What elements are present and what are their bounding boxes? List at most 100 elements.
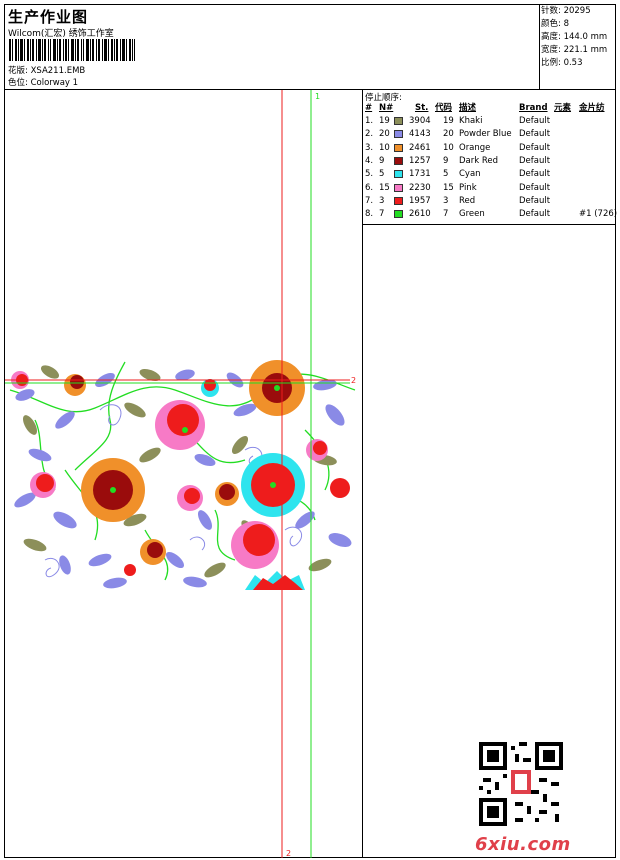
watermark: 6xiu.com [475, 834, 571, 855]
color-table-row: 8. 7 2610 7 Green Default #1 (726) [363, 208, 618, 221]
cell-desc: Orange [459, 142, 491, 153]
cell-n: 5 [379, 169, 385, 180]
cell-brand: Default [519, 169, 551, 180]
col-element: 元素 [554, 103, 572, 113]
cell-n: 9 [379, 155, 385, 166]
spec-colors: 颜色: 8 [541, 19, 569, 29]
cell-n: 19 [379, 116, 390, 126]
cell-brand: Default [519, 195, 551, 206]
sheet-title: 生产作业图 [8, 8, 89, 26]
cell-desc: Khaki [459, 116, 483, 126]
flower-cyan [241, 453, 305, 517]
buds [11, 371, 350, 576]
cell-st: 1731 [409, 169, 431, 180]
cell-brand: Default [519, 209, 551, 220]
cell-num: 7. [365, 195, 374, 206]
cell-num: 4. [365, 155, 374, 166]
header-info: 生产作业图 Wilcom(汇宏) 绣饰工作室 [5, 5, 540, 89]
cell-desc: Dark Red [459, 155, 499, 166]
color-swatch [394, 170, 403, 179]
cell-num: 1. [365, 116, 374, 126]
cell-code: 5 [443, 169, 449, 180]
cell-code: 19 [443, 116, 454, 126]
cell-brand: Default [519, 129, 551, 140]
color-table-row: 2. 20 4143 20 Powder Blue Default [363, 128, 615, 141]
right-panel: 停止顺序: # N# St. 代码 描述 Brand 元素 金片纺 1. 19 3 9… [363, 90, 618, 858]
color-table-row: 6. 15 2230 15 Pink Default [363, 182, 615, 195]
cell-code: 20 [443, 129, 454, 140]
col-code: 代码 [435, 103, 453, 113]
colorway-label: 色位: [8, 78, 28, 88]
pattern-label: 花版: [8, 66, 28, 76]
cell-n: 20 [379, 129, 390, 140]
cell-desc: Cyan [459, 169, 481, 180]
color-table-row: 7. 3 1957 3 Red Default [363, 195, 615, 208]
cell-desc: Pink [459, 182, 477, 193]
cell-num: 5. [365, 169, 374, 180]
cell-st: 2610 [409, 209, 431, 220]
pattern-value: XSA211.EMB [30, 66, 86, 76]
cell-n: 15 [379, 182, 390, 193]
marker-bottom-red: 2 [286, 849, 291, 858]
cell-num: 8. [365, 209, 374, 220]
cell-brand: Default [519, 155, 551, 166]
col-desc: 描述 [459, 103, 477, 113]
color-table-header: # N# St. 代码 描述 Brand 元素 金片纺 [363, 102, 615, 115]
col-brand: Brand [519, 103, 548, 113]
pattern-line: 花版: XSA211.EMB [8, 64, 85, 76]
flower-orange-left [81, 458, 145, 522]
studio-name: Wilcom(汇宏) 绣饰工作室 [8, 29, 114, 39]
barcode [9, 39, 135, 61]
design-canvas: 1 2 2 [5, 90, 363, 858]
colorway-value: Colorway 1 [30, 78, 79, 88]
flower-pink-center [155, 400, 205, 450]
marker-top-green: 1 [315, 92, 320, 101]
cell-st: 2461 [409, 142, 431, 153]
cell-n: 7 [379, 209, 385, 220]
colorway-line: 色位: Colorway 1 [8, 76, 78, 88]
color-table-row: 3. 10 2461 10 Orange Default [363, 142, 615, 155]
flower-orange-top [249, 360, 305, 416]
cell-extra: #1 (726) [579, 209, 618, 220]
cell-desc: Powder Blue [459, 129, 512, 140]
spec-panel: 针数: 20295 颜色: 8 高度: 144.0 mm 宽度: 221.1 m… [541, 5, 615, 89]
col-sequin: 金片纺 [579, 103, 605, 113]
cell-st: 1257 [409, 155, 431, 166]
color-table-row: 4. 9 1257 9 Dark Red Default [363, 155, 615, 168]
cell-num: 6. [365, 182, 374, 193]
qr-code [479, 742, 563, 826]
color-swatch [394, 143, 403, 152]
col-n: N# [379, 103, 394, 113]
color-swatch [394, 117, 403, 125]
flower-pink-bottom [231, 521, 279, 569]
cell-brand: Default [519, 182, 551, 193]
cell-code: 3 [443, 195, 449, 206]
cell-desc: Green [459, 209, 485, 220]
color-swatch [394, 210, 403, 219]
cell-brand: Default [519, 116, 551, 126]
color-swatch [394, 130, 403, 139]
cell-n: 10 [379, 142, 390, 153]
cell-code: 15 [443, 182, 454, 193]
cell-code: 10 [443, 142, 454, 153]
cell-st: 4143 [409, 129, 431, 140]
embroidery-design: 1 2 2 [5, 90, 356, 858]
color-sequence-table: 停止顺序: # N# St. 代码 描述 Brand 元素 金片纺 1. 19 3 9… [363, 90, 618, 225]
blue-curls [44, 404, 303, 578]
cell-code: 7 [443, 209, 449, 220]
color-table-title: 停止顺序: [365, 93, 402, 103]
color-swatch [394, 156, 403, 165]
spec-width: 宽度: 221.1 mm [541, 45, 608, 55]
cell-brand: Default [519, 142, 551, 153]
col-st: St. [415, 103, 429, 113]
flower-cyan-bottom [245, 571, 305, 590]
spec-height: 高度: 144.0 mm [541, 32, 608, 42]
color-swatch [394, 196, 403, 205]
cell-num: 3. [365, 142, 374, 153]
cell-st: 1957 [409, 195, 431, 206]
cell-n: 3 [379, 195, 385, 206]
sheet-header: 生产作业图 Wilcom(汇宏) 绣饰工作室 [5, 5, 615, 90]
cell-st: 2230 [409, 182, 431, 193]
color-table-row: 1. 19 3904 19 Khaki Default [363, 115, 615, 128]
production-sheet: 生产作业图 Wilcom(汇宏) 绣饰工作室 [4, 4, 618, 858]
